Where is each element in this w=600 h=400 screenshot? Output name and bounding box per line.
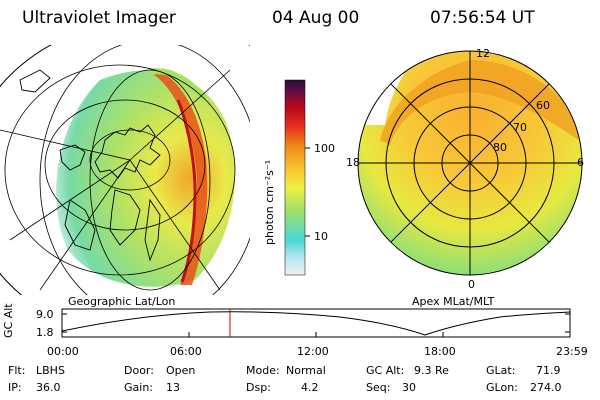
altitude-plot-xticks	[188, 332, 444, 337]
altitude-xtick-0600: 06:00	[170, 345, 202, 358]
geo-graticule-line1	[0, 129, 131, 161]
altitude-xtick-1200: 12:00	[297, 345, 329, 358]
flt-label: Flt:	[8, 364, 26, 377]
ip-label: IP:	[8, 381, 22, 394]
door-value: Open	[166, 364, 196, 377]
mode-label: Mode:	[246, 364, 280, 377]
geo-graticule-lat2	[44, 99, 206, 231]
geo-image	[0, 45, 250, 295]
altitude-ytick-9: 9.0	[36, 308, 54, 321]
geo-coastline	[19, 69, 161, 262]
door-label: Door:	[124, 364, 154, 377]
geo-graticule-line4	[129, 69, 231, 161]
dsp-value: 4.2	[301, 381, 319, 394]
flt-value: LBHS	[36, 364, 65, 377]
glon-value: 274.0	[530, 381, 562, 394]
altitude-xtick-2359: 23:59	[556, 345, 588, 358]
polar-mlt-label-18: 18	[346, 156, 360, 169]
altitude-xtick-1800: 18:00	[424, 345, 456, 358]
seq-label: Seq:	[366, 381, 391, 394]
geo-coastline-2	[64, 199, 96, 251]
geo-graticule-lon2	[39, 45, 250, 295]
polar-bright-arc	[380, 60, 578, 145]
gain-label: Gain:	[124, 381, 153, 394]
polar-panel-label: Apex MLat/MLT	[412, 295, 495, 308]
polar-mlt-label-12: 12	[476, 47, 490, 60]
polar-lat-label-60: 60	[536, 99, 550, 112]
header-date: 04 Aug 00	[272, 8, 360, 28]
colorbar	[284, 79, 306, 276]
colorbar-tick-label-100: 100	[314, 142, 335, 155]
glat-label: GLat:	[486, 364, 516, 377]
gain-value: 13	[166, 381, 180, 394]
colorbar-unit-label: photon cm⁻²s⁻¹	[263, 159, 276, 245]
altitude-ylabel: GC Alt	[2, 303, 15, 338]
gcalt-value: 9.3 Re	[414, 364, 449, 377]
colorbar-tick-label-10: 10	[314, 230, 328, 243]
altitude-plot-yticks	[62, 313, 570, 333]
geo-graticule-lat3	[4, 64, 236, 276]
polar-lat-label-80: 80	[493, 141, 507, 154]
altitude-ytick-1-8: 1.8	[36, 326, 54, 339]
geo-graticule-lat1	[89, 129, 171, 191]
header-time: 07:56:54 UT	[430, 8, 535, 28]
glon-label: GLon:	[486, 381, 518, 394]
page-title: Ultraviolet Imager	[22, 8, 176, 28]
geo-auroral-oval	[150, 68, 208, 285]
mode-value: Normal	[286, 364, 326, 377]
geo-graticule-line3	[129, 159, 221, 291]
glat-value: 71.9	[536, 364, 561, 377]
dsp-label: Dsp:	[246, 381, 271, 394]
polar-mlt-label-0: 0	[468, 278, 475, 291]
geo-auroral-oval-core	[176, 99, 197, 283]
geo-graticule-line2	[39, 159, 131, 291]
altitude-curve	[61, 311, 571, 336]
geo-panel-label: Geographic Lat/Lon	[68, 295, 176, 308]
polar-axis-diag2	[390, 83, 550, 243]
geo-graticule-lon1	[89, 69, 211, 291]
seq-value: 30	[402, 381, 416, 394]
gcalt-label: GC Alt:	[366, 364, 405, 377]
ip-value: 36.0	[36, 381, 61, 394]
altitude-xtick-0000: 00:00	[47, 345, 79, 358]
polar-lat-label-70: 70	[513, 121, 527, 134]
polar-mlt-label-6: 6	[577, 156, 584, 169]
